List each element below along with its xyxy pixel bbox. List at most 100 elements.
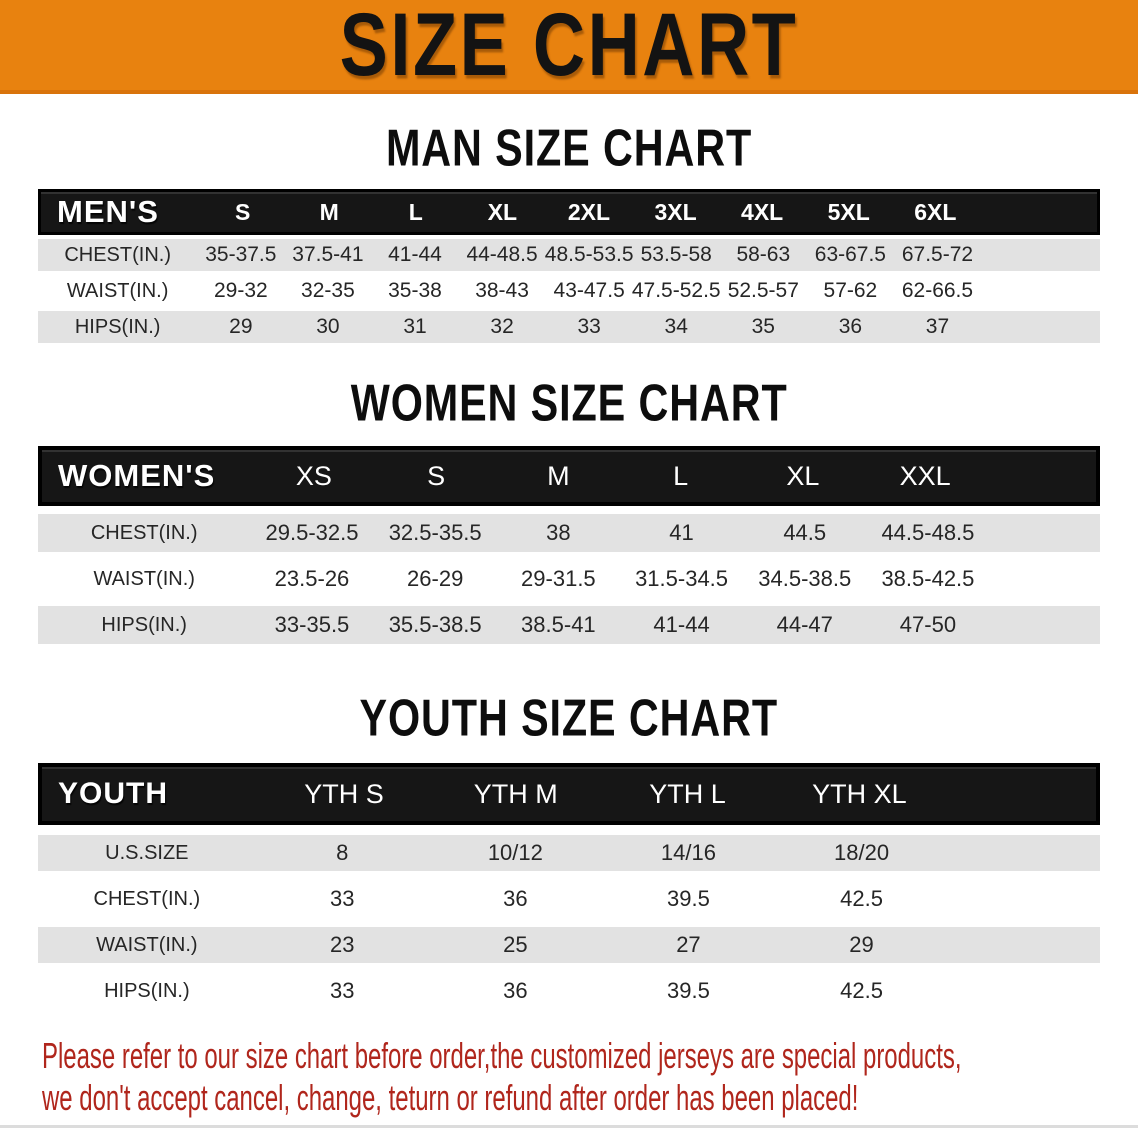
measurement-value: 35-38 (388, 279, 442, 302)
size-column-header: XXL (899, 460, 951, 491)
measurement-value: 30 (316, 315, 340, 338)
measurement-value: 44.5-48.5 (881, 520, 975, 545)
measurement-value: 26-29 (407, 566, 464, 591)
measurement-value: 42.5 (840, 886, 883, 911)
measurement-value: 44.5 (783, 520, 827, 545)
measurement-value: 33 (330, 978, 355, 1003)
row-label: WAIST(IN.) (96, 933, 198, 956)
measurement-value: 35.5-38.5 (388, 612, 482, 637)
measurement-value: 41-44 (653, 612, 710, 637)
measurement-value: 41-44 (388, 243, 442, 266)
disclaimer-line-1: Please refer to our size chart before or… (42, 1035, 962, 1076)
size-column-header: YTH M (473, 778, 558, 809)
measurement-value: 10/12 (487, 840, 543, 865)
table-header-row: YOUTH YTH S YTH M YTH L YTH XL (38, 763, 1100, 825)
measurement-value: 39.5 (667, 978, 710, 1003)
size-column-header: M (547, 460, 570, 491)
measurement-row: HIPS(IN.) 33-35.5 35.5-38.5 38.5-41 41-44 44-… (38, 606, 1100, 644)
size-column-header: XS (295, 460, 332, 491)
table-corner-label: YOUTH (58, 777, 168, 810)
size-column-header: 5XL (827, 198, 870, 225)
measurement-value: 31 (403, 315, 427, 338)
size-column-header: L (673, 460, 689, 491)
row-label: CHEST(IN.) (93, 887, 201, 910)
measurement-value: 67.5-72 (901, 243, 974, 266)
measurement-row: CHEST(IN.) 33 36 39.5 42.5 (38, 881, 1100, 917)
measurement-value: 37.5-41 (292, 243, 364, 266)
measurement-value: 29 (229, 315, 253, 338)
size-column-header: M (319, 198, 339, 225)
table-corner-label: WOMEN'S (58, 458, 216, 493)
row-label: U.S.SIZE (105, 841, 189, 864)
measurement-value: 39.5 (667, 886, 710, 911)
measurement-row: HIPS(IN.) 29 30 31 32 33 34 35 36 37 (38, 311, 1100, 343)
measurement-value: 63-67.5 (814, 243, 886, 266)
youth-size-table: YOUTH YTH S YTH M YTH L YTH XL U.S.SIZE 8 10/12… (38, 763, 1100, 1009)
measurement-row: WAIST(IN.) 23 25 27 29 (38, 927, 1100, 963)
measurement-value: 23.5-26 (274, 566, 350, 591)
measurement-value: 35-37.5 (205, 243, 277, 266)
cropped-edge-line (0, 1125, 1138, 1128)
youth-size-chart-heading-text: YOUTH SIZE CHART (359, 688, 779, 747)
measurement-value: 29-32 (213, 279, 268, 302)
man-size-chart-heading: MAN SIZE CHART (0, 118, 1138, 177)
measurement-value: 36 (503, 978, 528, 1003)
women-size-chart-heading-text: WOMEN SIZE CHART (350, 373, 788, 432)
measurement-value: 48.5-53.5 (544, 243, 634, 266)
measurement-value: 32 (490, 315, 514, 338)
size-column-header: YTH XL (812, 778, 907, 809)
disclaimer-line-2: we don't accept cancel, change, teturn o… (42, 1077, 859, 1118)
measurement-value: 62-66.5 (901, 279, 974, 302)
measurement-value: 27 (676, 932, 701, 957)
measurement-value: 38.5-41 (521, 612, 596, 637)
row-label: CHEST(IN.) (64, 243, 171, 266)
size-column-header: YTH L (649, 778, 726, 809)
measurement-value: 29-31.5 (521, 566, 596, 591)
measurement-value: 29 (849, 932, 874, 957)
size-column-header: L (408, 198, 423, 225)
table-header-row: MEN'S S M L XL 2XL 3XL 4XL 5XL 6XL (38, 189, 1100, 235)
youth-size-chart-heading: YOUTH SIZE CHART (0, 688, 1138, 747)
size-column-header: 2XL (567, 198, 611, 225)
size-column-header: 3XL (654, 198, 697, 225)
size-column-header: 4XL (741, 198, 784, 225)
table-corner-label: MEN'S (57, 194, 159, 229)
measurement-value: 53.5-58 (640, 243, 712, 266)
measurement-row: WAIST(IN.) 29-32 32-35 35-38 38-43 43-47.5 47.… (38, 275, 1100, 307)
measurement-value: 33-35.5 (274, 612, 350, 637)
measurement-value: 8 (336, 840, 349, 865)
row-label: HIPS(IN.) (104, 979, 190, 1002)
man-size-chart-heading-text: MAN SIZE CHART (385, 118, 753, 177)
size-column-header: YTH S (304, 778, 384, 809)
measurement-value: 36 (838, 315, 863, 338)
measurement-value: 23 (330, 932, 355, 957)
measurement-value: 35 (751, 315, 775, 338)
size-chart-banner: SIZE CHART (0, 0, 1138, 94)
row-label: HIPS(IN.) (101, 613, 187, 636)
measurement-row: U.S.SIZE 8 10/12 14/16 18/20 (38, 835, 1100, 871)
measurement-value: 58-63 (736, 243, 791, 266)
measurement-row: HIPS(IN.) 33 36 39.5 42.5 (38, 973, 1100, 1009)
measurement-value: 32-35 (301, 279, 355, 302)
measurement-value: 47-50 (899, 612, 957, 637)
measurement-value: 25 (503, 932, 528, 957)
row-label: WAIST(IN.) (93, 567, 195, 590)
row-label: CHEST(IN.) (90, 521, 198, 544)
measurement-value: 36 (503, 886, 528, 911)
row-label: WAIST(IN.) (66, 279, 169, 302)
measurement-value: 43-47.5 (553, 279, 625, 302)
measurement-value: 47.5-52.5 (631, 279, 721, 302)
measurement-value: 44-48.5 (466, 243, 538, 266)
measurement-value: 41 (669, 520, 694, 545)
measurement-row: CHEST(IN.) 35-37.5 37.5-41 41-44 44-48.5 48.5… (38, 239, 1100, 271)
measurement-value: 38 (546, 520, 571, 545)
measurement-value: 32.5-35.5 (388, 520, 482, 545)
measurement-value: 31.5-34.5 (635, 566, 729, 591)
measurement-value: 34.5-38.5 (758, 566, 852, 591)
measurement-value: 38-43 (475, 279, 529, 302)
size-column-header: XL (786, 460, 820, 491)
measurement-value: 42.5 (840, 978, 883, 1003)
measurement-value: 57-62 (823, 279, 878, 302)
table-header-row: WOMEN'S XS S M L XL XXL (38, 446, 1100, 506)
measurement-value: 52.5-57 (727, 279, 799, 302)
